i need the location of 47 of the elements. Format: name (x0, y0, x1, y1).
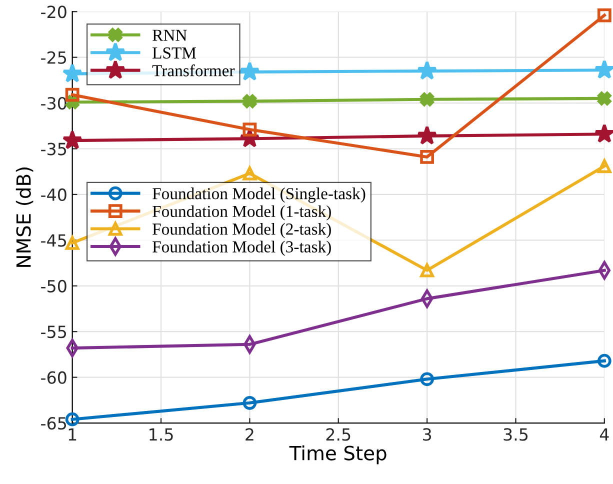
point (597, 354, 612, 368)
x-tick-label: 3.5 (504, 428, 528, 441)
x-tick-label: 3 (423, 428, 432, 441)
point (597, 8, 612, 22)
point (420, 372, 434, 386)
legend-label: Foundation Model (Single-task) (152, 188, 366, 203)
x-tick-label: 4 (600, 428, 609, 441)
point (62, 63, 82, 82)
y-tick-label: -35 (41, 142, 66, 156)
point (597, 92, 612, 106)
x-tick-label: 2.5 (326, 428, 350, 441)
y-tick-label: -20 (41, 6, 66, 18)
y-tick-label: -30 (41, 97, 66, 110)
point (594, 124, 613, 143)
point (594, 60, 613, 79)
point (417, 126, 438, 145)
legend-label: Transformer (152, 64, 235, 76)
y-tick-label: -50 (41, 280, 66, 292)
point (242, 166, 257, 180)
legend-label: Foundation Model (2-task) (152, 223, 331, 238)
legend-label: LSTM (152, 47, 196, 59)
y-axis-title: NMSE (dB) (16, 167, 34, 267)
x-tick-label: 2 (246, 428, 254, 441)
legend-label: Foundation Model (1-task) (152, 205, 331, 220)
point (420, 92, 434, 106)
y-tick-label: -55 (41, 326, 66, 338)
y-tick-label: -60 (41, 371, 66, 384)
y-tick-label: -40 (41, 188, 66, 202)
point (65, 88, 80, 102)
point (417, 60, 438, 80)
legend-label: RNN (152, 30, 187, 41)
point (65, 236, 80, 250)
y-tick-label: -65 (41, 416, 66, 430)
x-tick-label: 1 (68, 428, 76, 441)
point (420, 263, 434, 278)
legend-label: Foundation Model (3-task) (152, 240, 331, 256)
point (65, 412, 80, 426)
point (242, 122, 257, 136)
point (242, 396, 257, 410)
x-tick-label: 1.5 (150, 428, 173, 441)
y-tick-label: -25 (41, 51, 66, 64)
y-tick-label: -45 (41, 234, 66, 247)
point (240, 62, 260, 81)
x-axis-title: Time Step (289, 445, 386, 464)
point (420, 150, 434, 164)
point (597, 159, 612, 174)
point (242, 94, 257, 108)
